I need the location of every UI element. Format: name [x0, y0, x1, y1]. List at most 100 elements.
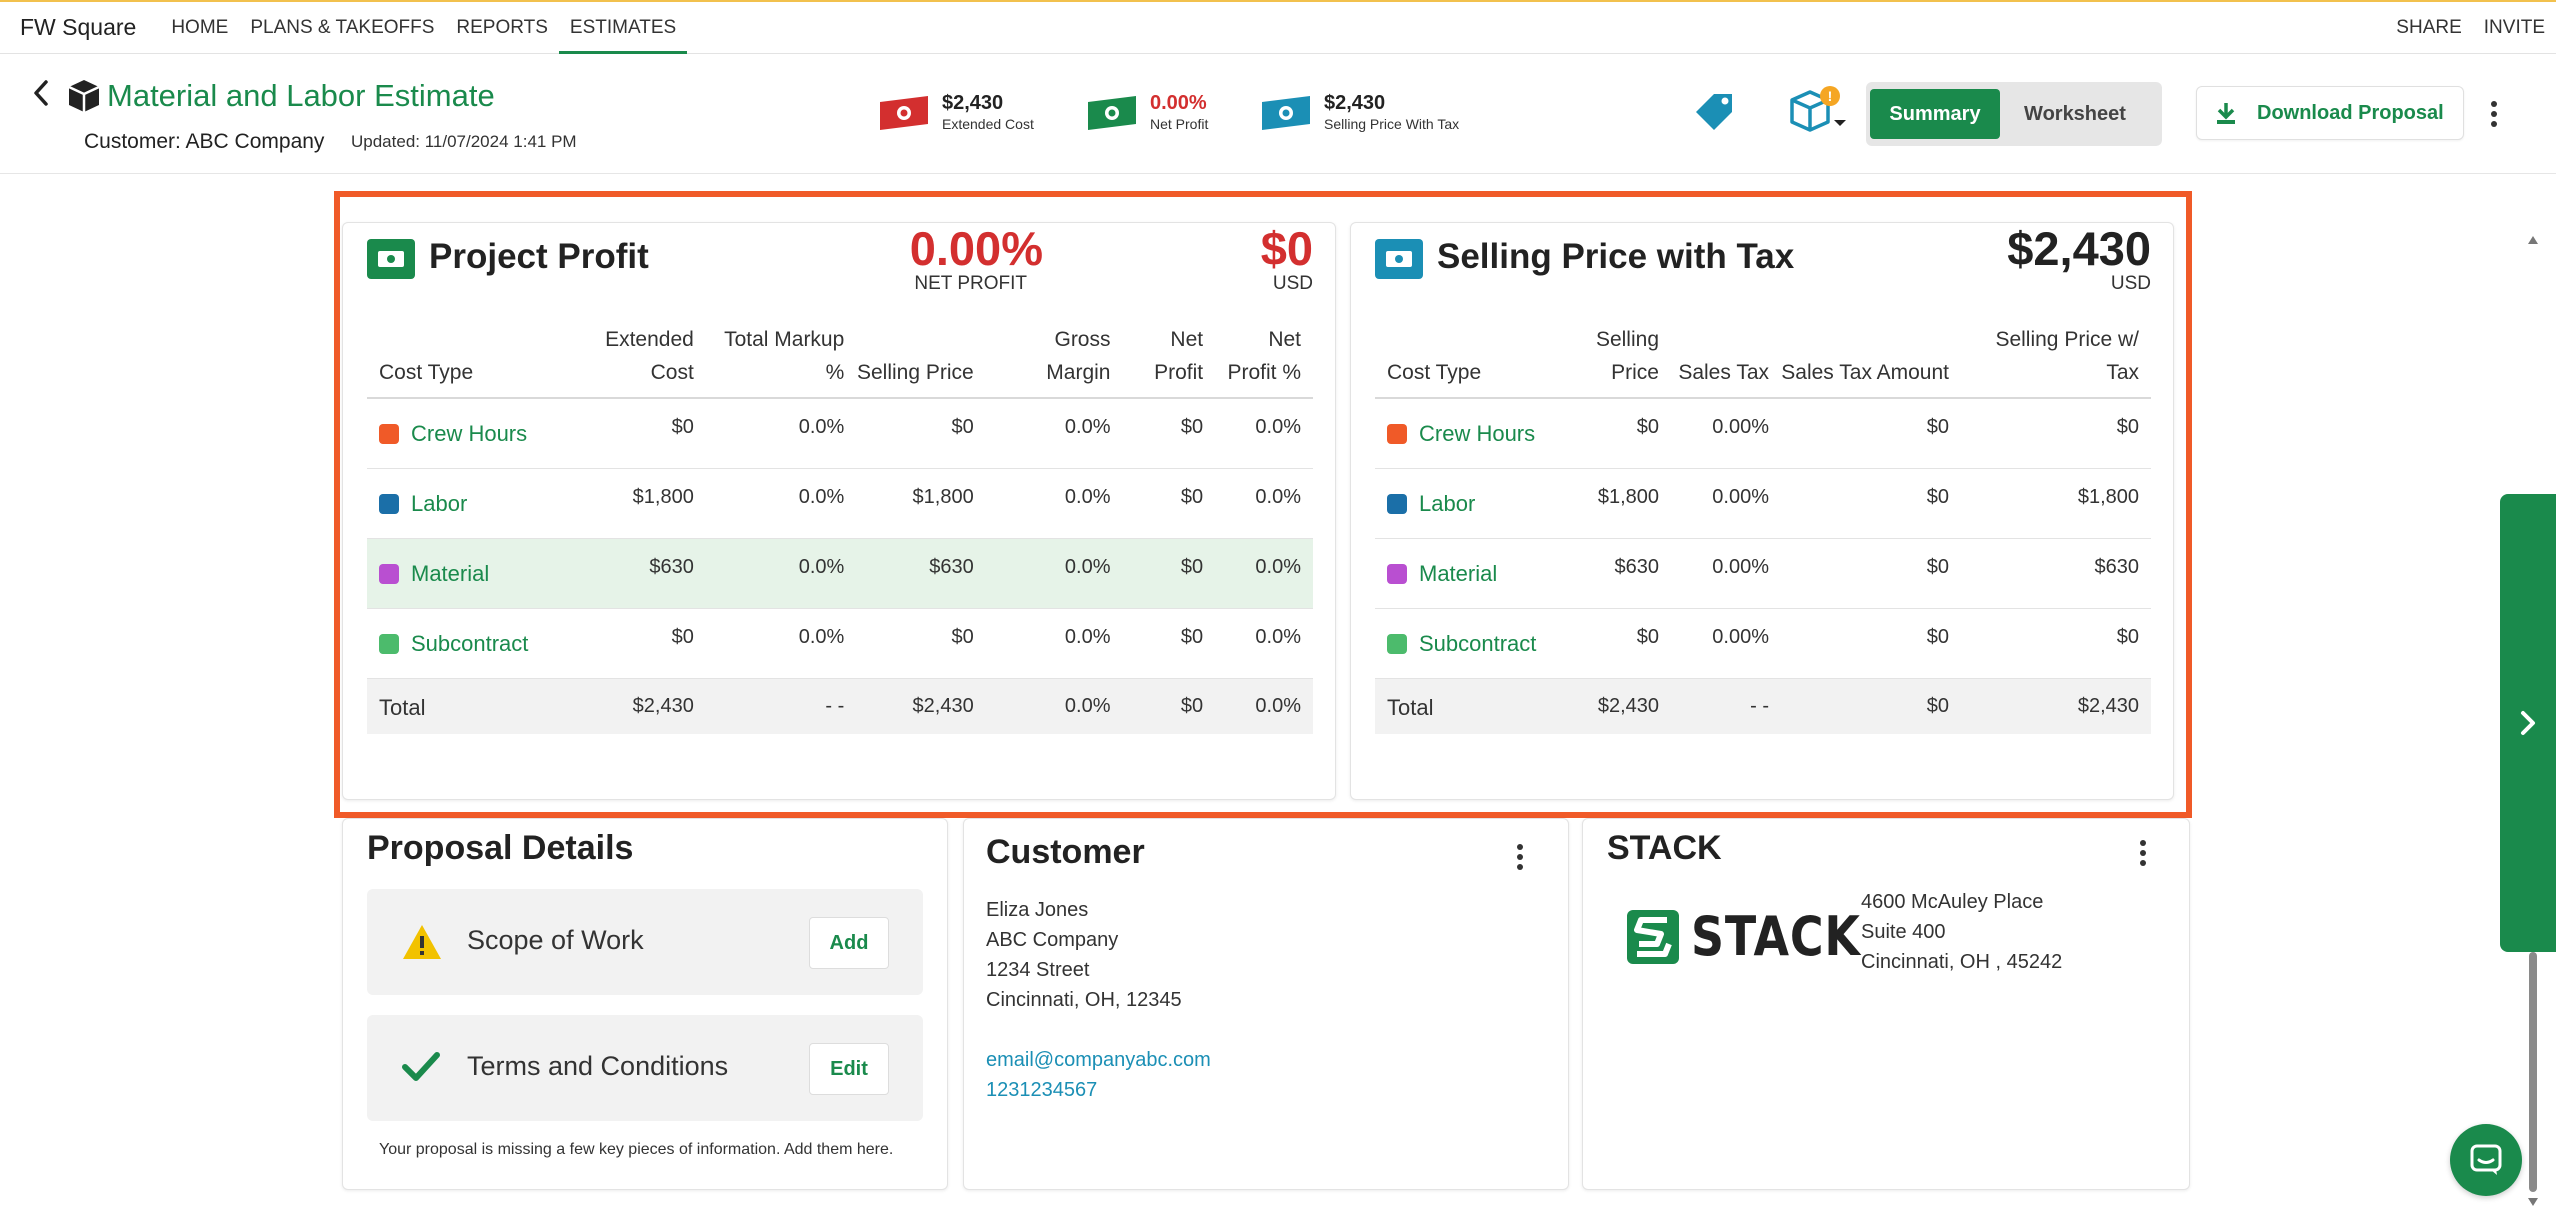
- column-header: Gross Margin: [985, 323, 1123, 399]
- cost-type-labor[interactable]: Labor: [1387, 491, 1475, 517]
- color-swatch: [1387, 493, 1407, 514]
- table-cell: $630: [856, 538, 986, 609]
- nav-estimates[interactable]: ESTIMATES: [558, 2, 688, 54]
- column-header: Extended Cost: [577, 323, 706, 399]
- cost-type-material[interactable]: Material: [379, 561, 489, 587]
- tag-icon[interactable]: [1694, 90, 1736, 132]
- table-cell: $0: [1961, 608, 2151, 679]
- customer-company: ABC Company: [986, 929, 1119, 951]
- table-cell: $1,800: [856, 468, 986, 539]
- download-icon: [2217, 103, 2235, 124]
- money-badge-icon: [367, 239, 415, 279]
- selling-price-title: Selling Price with Tax: [1437, 237, 1795, 276]
- cost-type-material[interactable]: Material: [1387, 561, 1497, 587]
- nav-reports[interactable]: REPORTS: [456, 16, 548, 38]
- brand-name[interactable]: FW Square: [20, 14, 137, 40]
- customer-more-icon[interactable]: [1516, 843, 1524, 871]
- cube-icon[interactable]: !: [1788, 86, 1850, 136]
- table-cell: $0: [1122, 398, 1216, 469]
- company-more-icon[interactable]: [2139, 839, 2147, 867]
- column-header: Total Markup %: [705, 323, 857, 399]
- table-cell: 0.0%: [985, 678, 1123, 734]
- table-row: Labor $1,800 0.0% $1,800 0.0% $0 0.0%: [367, 468, 1313, 539]
- chat-launcher-button[interactable]: [2450, 1124, 2522, 1196]
- color-swatch: [379, 633, 399, 654]
- summary-tab[interactable]: Summary: [1870, 89, 2000, 139]
- table-cell: $0: [1577, 608, 1671, 679]
- customer-title: Customer: [986, 833, 1145, 871]
- table-row: Labor $1,800 0.00% $0 $1,800: [1375, 468, 2151, 539]
- column-header: Net Profit %: [1215, 323, 1313, 399]
- table-cell: 0.00%: [1671, 538, 1781, 609]
- project-profit-title: Project Profit: [429, 237, 649, 276]
- cost-type-crew-hours[interactable]: Crew Hours: [379, 421, 527, 447]
- updated-timestamp: Updated: 11/07/2024 1:41 PM: [351, 132, 577, 151]
- side-panel-expand-tab[interactable]: [2500, 494, 2556, 952]
- table-cell: $0: [1122, 538, 1216, 609]
- company-address-line2: Suite 400: [1861, 921, 1946, 943]
- table-cell: $0: [1781, 398, 1961, 469]
- view-toggle: Summary Worksheet: [1866, 82, 2162, 146]
- terms-edit-button[interactable]: Edit: [809, 1043, 889, 1095]
- profit-currency: USD: [1272, 273, 1313, 294]
- proposal-details-title: Proposal Details: [367, 829, 634, 867]
- color-swatch: [379, 493, 399, 514]
- download-proposal-button[interactable]: Download Proposal: [2196, 86, 2464, 140]
- company-address-line3: Cincinnati, OH , 45242: [1861, 951, 2063, 973]
- nav-share[interactable]: SHARE: [2396, 16, 2462, 38]
- table-cell: $2,430: [577, 678, 706, 734]
- scope-add-button[interactable]: Add: [809, 917, 889, 969]
- stack-logo-icon: [1627, 909, 1679, 964]
- top-nav: FW Square HOME PLANS & TAKEOFFS REPORTS …: [0, 0, 2556, 54]
- table-cell: $0: [856, 398, 986, 469]
- table-cell: 0.0%: [1215, 398, 1313, 469]
- selling-price-currency: USD: [2110, 273, 2151, 294]
- table-cell: 0.0%: [985, 468, 1123, 539]
- customer-phone-link[interactable]: 1231234567: [986, 1079, 1098, 1101]
- company-address: 4600 McAuley Place Suite 400 Cincinnati,…: [1861, 887, 2062, 977]
- estimate-header: Material and Labor Estimate Customer: AB…: [0, 54, 2556, 174]
- proposal-missing-note: Your proposal is missing a few key piece…: [379, 1141, 894, 1158]
- estimate-title[interactable]: Material and Labor Estimate: [107, 78, 495, 113]
- customer-email-link[interactable]: email@companyabc.com: [986, 1049, 1211, 1071]
- back-arrow-icon[interactable]: [30, 78, 52, 108]
- table-cell: 0.00%: [1671, 608, 1781, 679]
- vertical-scrollbar[interactable]: [2526, 232, 2540, 1212]
- total-label: Total: [367, 678, 578, 734]
- table-cell: $0: [1122, 608, 1216, 679]
- warning-icon: [403, 925, 441, 959]
- estimate-box-icon: [68, 80, 100, 112]
- project-profit-card: Project Profit 0.00% NET PROFIT $0 USD C…: [342, 222, 1336, 800]
- table-cell: $0: [1122, 678, 1216, 734]
- terms-conditions-label: Terms and Conditions: [467, 1051, 729, 1081]
- table-cell: $0: [1122, 468, 1216, 539]
- metric-value: $2,430: [1324, 92, 1386, 114]
- table-cell: $1,800: [577, 468, 706, 539]
- cost-type-labor[interactable]: Labor: [379, 491, 467, 517]
- cost-type-crew-hours[interactable]: Crew Hours: [1387, 421, 1535, 447]
- download-label: Download Proposal: [2257, 101, 2444, 124]
- cost-type-subcontract[interactable]: Subcontract: [379, 631, 528, 657]
- column-header: Cost Type: [367, 323, 578, 399]
- company-title: STACK: [1607, 829, 1722, 867]
- metric-value: $2,430: [942, 92, 1004, 114]
- customer-contact-name: Eliza Jones: [986, 899, 1089, 921]
- table-cell: 0.0%: [1215, 468, 1313, 539]
- customer-name: Customer: ABC Company: [84, 130, 325, 153]
- metric-label: Net Profit: [1150, 116, 1209, 132]
- nav-invite[interactable]: INVITE: [2483, 16, 2545, 38]
- profit-amount: $0: [1260, 222, 1313, 275]
- table-cell: $630: [577, 538, 706, 609]
- nav-plans-takeoffs[interactable]: PLANS & TAKEOFFS: [250, 16, 435, 38]
- cost-type-subcontract[interactable]: Subcontract: [1387, 631, 1536, 657]
- more-options-icon[interactable]: [2490, 100, 2498, 128]
- nav-home[interactable]: HOME: [171, 16, 229, 38]
- color-swatch: [1387, 633, 1407, 654]
- worksheet-tab[interactable]: Worksheet: [2024, 102, 2126, 125]
- table-cell: $0: [1781, 678, 1961, 734]
- table-cell: - -: [705, 678, 857, 734]
- table-cell: $0: [1781, 538, 1961, 609]
- table-cell: $0: [1781, 468, 1961, 539]
- table-cell: 0.0%: [985, 538, 1123, 609]
- green-cash-icon: [1088, 96, 1136, 130]
